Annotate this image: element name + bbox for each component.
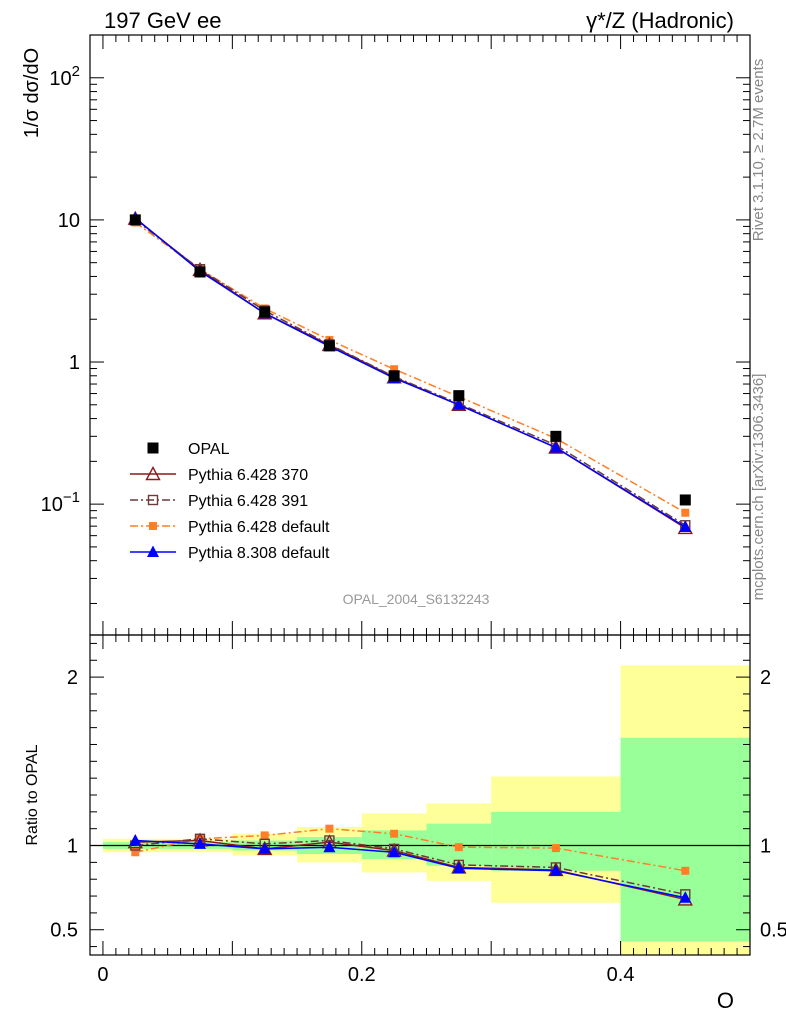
main-series-opal (129, 214, 691, 506)
data-point (388, 370, 400, 382)
series-line (134, 219, 686, 526)
legend-entry: Pythia 8.308 default (130, 545, 330, 562)
series-line (135, 839, 686, 901)
data-point (551, 844, 560, 853)
legend-entry: Pythia 6.428 370 (130, 466, 308, 484)
legend-label: OPAL (188, 441, 230, 458)
main-ylabel: 1/σ dσ/dO (21, 48, 43, 138)
main-series-pythia-6-428-370 (127, 210, 693, 535)
series-line (135, 839, 686, 899)
series-line (134, 221, 686, 514)
main-y-tick-label: 10 (58, 210, 80, 232)
ratio-y-tick-label-right: 2 (760, 667, 771, 689)
series-line (135, 838, 686, 896)
legend-label: Pythia 6.428 391 (188, 493, 308, 510)
data-point (323, 340, 335, 352)
ratio-y-tick-label-right: 0.5 (760, 920, 786, 942)
data-point (550, 430, 562, 442)
data-point (681, 866, 690, 875)
data-point (258, 842, 271, 854)
data-point (454, 843, 463, 852)
data-point (549, 441, 562, 453)
data-point (549, 864, 562, 876)
ratio-y-tick-label-right: 1 (760, 836, 771, 858)
data-point (147, 494, 159, 506)
data-point (390, 829, 399, 838)
legend-entry: Pythia 6.428 default (130, 519, 330, 536)
mcplots-label: mcplots.cern.ch [arXiv:1306.3436] (750, 374, 767, 601)
x-axis-label: O (717, 988, 734, 1013)
data-point (194, 837, 206, 849)
ratio-series-pythia-8-308-default (129, 833, 692, 903)
legend-entry: Pythia 6.428 391 (130, 493, 308, 510)
legend-label: Pythia 6.428 default (188, 519, 330, 536)
data-point (259, 306, 271, 318)
legend-label: Pythia 6.428 370 (188, 467, 308, 484)
data-point (147, 442, 159, 454)
right-title: γ*/Z (Hadronic) (586, 8, 734, 33)
ratio-y-tick-label: 1 (67, 836, 78, 858)
data-point (323, 840, 336, 853)
data-point (145, 466, 161, 481)
x-tick-label: 0.4 (607, 964, 635, 986)
ratio-inner-band (491, 811, 621, 871)
ratio-y-tick-label: 2 (67, 667, 78, 689)
ratio-inner-band (620, 737, 750, 942)
data-point (451, 396, 467, 411)
data-point (147, 545, 159, 557)
data-point (390, 365, 399, 374)
data-point (679, 494, 691, 506)
rivet-label: Rivet 3.1.10, ≥ 2.7M events (750, 59, 767, 242)
data-point (679, 520, 692, 533)
data-point (131, 848, 140, 857)
data-point (388, 845, 401, 858)
data-point (194, 266, 206, 278)
data-point (129, 833, 142, 846)
data-point (681, 508, 690, 517)
data-point (149, 522, 157, 530)
data-point (325, 824, 334, 833)
data-point (679, 891, 692, 903)
main-y-tick-label: 1 (69, 352, 80, 374)
ratio-y-tick-label: 0.5 (50, 920, 78, 942)
series-line (134, 217, 686, 528)
legend: OPAL Pythia 6.428 370 Pythia 6.428 391 Pyth… (130, 441, 330, 562)
series-line (135, 827, 686, 872)
data-point (129, 214, 141, 226)
legend-label: Pythia 8.308 default (188, 545, 330, 562)
data-point (453, 390, 465, 402)
data-point (260, 831, 269, 840)
ratio-frame (89, 634, 751, 956)
analysis-id: OPAL_2004_S6132243 (343, 591, 490, 607)
main-y-tick-label: 10−1 (41, 489, 80, 516)
ratio-ylabel: Ratio to OPAL (24, 744, 41, 845)
x-tick-label: 0.2 (348, 964, 376, 986)
x-tick-label: 0 (97, 964, 108, 986)
ratio-series-pythia-6-428-391 (130, 833, 691, 900)
left-title: 197 GeV ee (104, 8, 221, 33)
data-point (452, 398, 465, 410)
data-point (452, 861, 465, 874)
legend-entry: OPAL (147, 441, 230, 458)
main-y-tick-label: 102 (49, 63, 80, 90)
